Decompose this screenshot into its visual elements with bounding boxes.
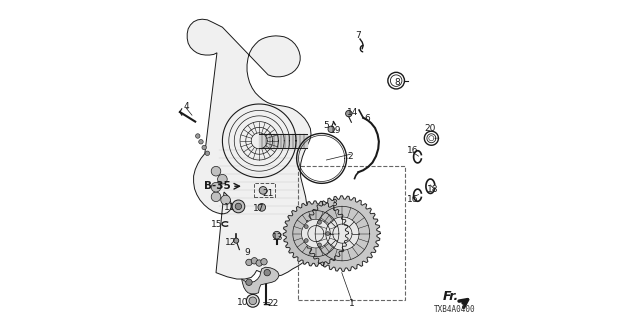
Text: 13: 13 [272,233,284,242]
Text: 18: 18 [427,185,438,194]
Circle shape [232,200,245,213]
Circle shape [259,187,267,194]
Polygon shape [283,201,349,266]
Circle shape [273,231,280,239]
Circle shape [261,259,268,265]
Text: Fr.: Fr. [443,290,460,303]
Circle shape [258,204,266,211]
Circle shape [305,225,308,228]
Circle shape [196,134,200,138]
Circle shape [198,140,204,144]
Polygon shape [187,19,311,279]
Text: 11: 11 [224,203,236,212]
Text: 10: 10 [237,298,248,307]
Polygon shape [301,219,330,248]
Text: 22: 22 [267,299,278,308]
Text: 19: 19 [330,126,341,135]
Text: 4: 4 [184,102,189,111]
Polygon shape [242,267,279,294]
Circle shape [236,203,242,210]
Circle shape [246,259,252,266]
Circle shape [305,239,308,243]
Circle shape [202,145,206,150]
Circle shape [211,166,221,176]
Text: 2: 2 [348,152,353,161]
Circle shape [205,151,210,156]
Text: 16: 16 [407,195,419,204]
Text: 15: 15 [211,220,223,229]
Circle shape [211,192,221,202]
Circle shape [317,243,321,247]
Text: 7: 7 [355,31,360,40]
Text: 1: 1 [349,299,355,308]
Circle shape [246,279,252,285]
Circle shape [218,174,227,184]
Text: 5: 5 [324,121,329,130]
Text: 8: 8 [394,78,399,87]
Circle shape [249,297,257,305]
Text: 12: 12 [225,238,237,247]
Circle shape [326,232,330,236]
Text: 20: 20 [425,124,436,133]
Circle shape [264,269,270,276]
Circle shape [256,260,262,266]
Text: 17: 17 [253,204,264,213]
Circle shape [246,294,259,307]
Circle shape [234,238,239,243]
Text: 14: 14 [347,108,358,117]
Text: 21: 21 [262,189,274,198]
Polygon shape [305,196,380,271]
Circle shape [221,195,230,205]
Text: 3: 3 [332,199,337,208]
Circle shape [251,258,257,264]
Text: 6: 6 [365,114,370,123]
Polygon shape [326,217,359,250]
Circle shape [346,110,352,117]
Circle shape [328,126,335,132]
Text: B-35: B-35 [204,181,231,191]
Circle shape [317,220,321,224]
Text: TXB4A0400: TXB4A0400 [433,305,475,314]
Text: 16: 16 [407,146,419,155]
Text: 9: 9 [244,248,250,257]
Circle shape [211,182,221,192]
